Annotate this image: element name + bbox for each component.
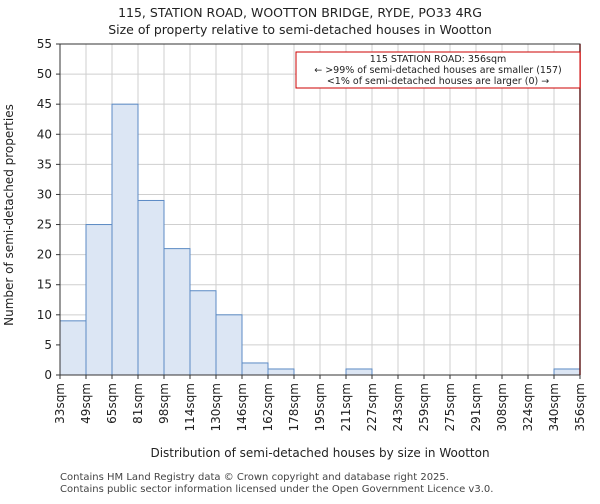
annotation-box: 115 STATION ROAD: 356sqm ← >99% of semi-… xyxy=(295,51,581,89)
x-tick-label: 81sqm xyxy=(131,383,145,424)
x-tick-label: 114sqm xyxy=(183,383,197,431)
y-tick-label: 15 xyxy=(37,278,52,292)
x-tick-label: 195sqm xyxy=(313,383,327,431)
footer-copyright: Contains HM Land Registry data © Crown c… xyxy=(60,472,449,483)
x-axis-label: Distribution of semi-detached houses by … xyxy=(150,446,489,460)
bar-146sqm xyxy=(241,362,269,376)
x-tick-label: 211sqm xyxy=(339,383,353,431)
x-tick-label: 340sqm xyxy=(547,383,561,431)
x-tick-label: 162sqm xyxy=(261,383,275,431)
annotation-line-2: ← >99% of semi-detached houses are small… xyxy=(314,65,562,76)
x-tick-label: 227sqm xyxy=(365,383,379,431)
x-tick-label: 243sqm xyxy=(391,383,405,431)
y-tick-label: 25 xyxy=(37,218,52,232)
x-tick-label: 98sqm xyxy=(157,383,171,424)
bar-162sqm xyxy=(267,368,295,376)
x-tick-label: 49sqm xyxy=(79,383,93,424)
y-tick-label: 10 xyxy=(37,308,52,322)
y-axis-label: Number of semi-detached properties xyxy=(2,104,16,326)
chart-subtitle: Size of property relative to semi-detach… xyxy=(108,22,492,37)
y-tick-label: 40 xyxy=(37,127,52,141)
y-tick-label: 50 xyxy=(37,67,52,81)
y-tick-label: 55 xyxy=(37,37,52,51)
x-tick-label: 291sqm xyxy=(469,383,483,431)
x-tick-label: 324sqm xyxy=(521,383,535,431)
y-tick-label: 20 xyxy=(37,248,52,262)
chart-title: 115, STATION ROAD, WOOTTON BRIDGE, RYDE,… xyxy=(118,5,482,20)
x-tick-label: 356sqm xyxy=(573,383,587,431)
annotation-frame xyxy=(295,51,581,89)
y-tick-label: 0 xyxy=(44,368,52,382)
y-tick-label: 5 xyxy=(44,338,52,352)
x-tick-label: 130sqm xyxy=(209,383,223,431)
footer-licence: Contains public sector information licen… xyxy=(60,484,494,495)
x-tick-label: 259sqm xyxy=(417,383,431,431)
x-tick-label: 178sqm xyxy=(287,383,301,431)
bar-81sqm xyxy=(137,199,165,376)
x-axis-ticks: 33sqm 49sqm 65sqm 81sqm 98sqm 114sqm 130sqm 146… xyxy=(53,375,587,431)
bar-130sqm xyxy=(215,314,243,376)
bar-33sqm xyxy=(59,320,87,376)
bars xyxy=(59,103,581,376)
y-tick-label: 35 xyxy=(37,157,52,171)
x-tick-label: 275sqm xyxy=(443,383,457,431)
bar-65sqm xyxy=(111,103,139,376)
bar-211sqm xyxy=(345,368,373,376)
bar-98sqm xyxy=(163,248,191,376)
y-tick-label: 30 xyxy=(37,187,52,201)
annotation-line-3: <1% of semi-detached houses are larger (… xyxy=(327,76,549,87)
bar-114sqm xyxy=(189,290,217,376)
x-tick-label: 308sqm xyxy=(495,383,509,431)
bar-49sqm xyxy=(85,224,113,376)
x-tick-label: 65sqm xyxy=(105,383,119,424)
y-axis-ticks: 0 5 10 15 20 25 30 35 40 45 50 55 xyxy=(37,37,60,382)
x-tick-label: 33sqm xyxy=(53,383,67,424)
x-tick-label: 146sqm xyxy=(235,383,249,431)
y-tick-label: 45 xyxy=(37,97,52,111)
bar-340sqm xyxy=(553,368,581,376)
annotation-line-1: 115 STATION ROAD: 356sqm xyxy=(370,54,507,65)
